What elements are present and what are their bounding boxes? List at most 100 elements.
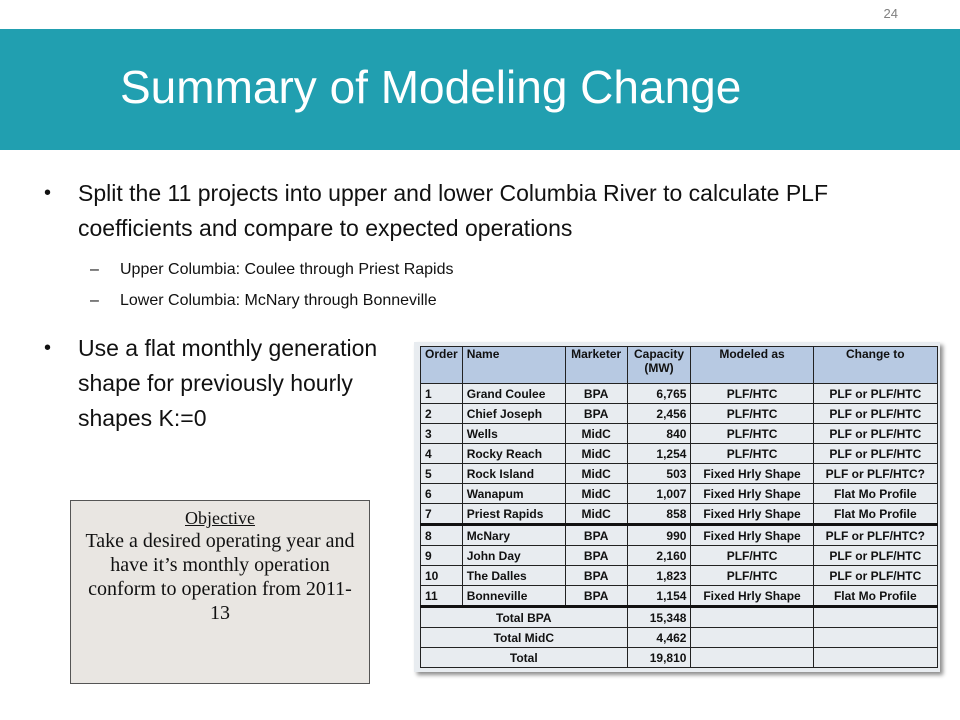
cell-modeled-as: PLF/HTC xyxy=(690,545,814,566)
empty-cell xyxy=(690,627,814,648)
cell-marketer: MidC xyxy=(564,423,628,444)
table-row: 4 Rocky Reach MidC 1,254 PLF/HTC PLF or … xyxy=(420,443,939,464)
cell-modeled-as: Fixed Hrly Shape xyxy=(690,483,814,504)
cell-name: Bonneville xyxy=(461,585,566,607)
dash-glyph: – xyxy=(90,261,99,278)
header-modeled-as: Modeled as xyxy=(690,346,814,384)
total-value: 19,810 xyxy=(626,647,692,668)
cell-modeled-as: PLF/HTC xyxy=(690,565,814,586)
empty-cell xyxy=(812,627,939,648)
cell-order: 10 xyxy=(420,565,463,586)
total-value: 15,348 xyxy=(626,605,692,628)
cell-order: 2 xyxy=(420,403,463,424)
cell-modeled-as: PLF/HTC xyxy=(690,443,814,464)
cell-modeled-as: Fixed Hrly Shape xyxy=(690,585,814,607)
bullet-dot: • xyxy=(44,182,52,204)
table-row: 1 Grand Coulee BPA 6,765 PLF/HTC PLF or … xyxy=(420,383,939,404)
cell-capacity: 858 xyxy=(626,503,692,525)
cell-order: 7 xyxy=(420,503,463,525)
cell-order: 6 xyxy=(420,483,463,504)
total-row: Total 19,810 xyxy=(420,647,939,668)
objective-heading: Objective xyxy=(185,508,255,528)
cell-order: 1 xyxy=(420,383,463,404)
cell-modeled-as: PLF/HTC xyxy=(690,383,814,404)
cell-change-to: PLF or PLF/HTC xyxy=(812,403,939,424)
cell-modeled-as: Fixed Hrly Shape xyxy=(690,503,814,525)
total-value: 4,462 xyxy=(626,627,692,648)
cell-marketer: MidC xyxy=(564,463,628,484)
cell-name: McNary xyxy=(461,523,566,546)
cell-marketer: BPA xyxy=(564,403,628,424)
cell-order: 4 xyxy=(420,443,463,464)
cell-change-to: Flat Mo Profile xyxy=(812,503,939,525)
cell-marketer: BPA xyxy=(564,383,628,404)
cell-name: Priest Rapids xyxy=(461,503,566,525)
header-marketer: Marketer xyxy=(564,346,628,384)
cell-name: Wanapum xyxy=(461,483,566,504)
total-row: Total BPA 15,348 xyxy=(420,605,939,628)
cell-change-to: PLF or PLF/HTC xyxy=(812,565,939,586)
table-row: 2 Chief Joseph BPA 2,456 PLF/HTC PLF or … xyxy=(420,403,939,424)
header-capacity: Capacity (MW) xyxy=(626,346,692,384)
cell-capacity: 1,823 xyxy=(626,565,692,586)
cell-order: 5 xyxy=(420,463,463,484)
cell-capacity: 2,456 xyxy=(626,403,692,424)
cell-marketer: BPA xyxy=(564,565,628,586)
cell-change-to: PLF or PLF/HTC xyxy=(812,545,939,566)
cell-order: 9 xyxy=(420,545,463,566)
cell-capacity: 840 xyxy=(626,423,692,444)
table-row: 7 Priest Rapids MidC 858 Fixed Hrly Shap… xyxy=(420,503,939,525)
objective-box: Objective Take a desired operating year … xyxy=(70,500,370,684)
total-label: Total xyxy=(420,647,628,668)
cell-marketer: MidC xyxy=(564,443,628,464)
cell-order: 11 xyxy=(420,585,463,607)
cell-name: John Day xyxy=(461,545,566,566)
cell-modeled-as: Fixed Hrly Shape xyxy=(690,463,814,484)
cell-capacity: 990 xyxy=(626,523,692,546)
table-row: 3 Wells MidC 840 PLF/HTC PLF or PLF/HTC xyxy=(420,423,939,444)
cell-marketer: MidC xyxy=(564,503,628,525)
empty-cell xyxy=(812,647,939,668)
cell-name: The Dalles xyxy=(461,565,566,586)
dash-glyph: – xyxy=(90,292,99,309)
sub-bullet-upper: – Upper Columbia: Coulee through Priest … xyxy=(90,261,454,279)
cell-change-to: PLF or PLF/HTC xyxy=(812,423,939,444)
table-row: 6 Wanapum MidC 1,007 Fixed Hrly Shape Fl… xyxy=(420,483,939,504)
table-row: 11 Bonneville BPA 1,154 Fixed Hrly Shape… xyxy=(420,585,939,607)
empty-cell xyxy=(690,647,814,668)
cell-name: Rock Island xyxy=(461,463,566,484)
header-change-to: Change to xyxy=(812,346,939,384)
cell-marketer: MidC xyxy=(564,483,628,504)
slide-number: 24 xyxy=(883,6,898,21)
cell-capacity: 1,154 xyxy=(626,585,692,607)
project-table: Order Name Marketer Capacity (MW) Modele… xyxy=(420,346,939,668)
empty-cell xyxy=(690,605,814,628)
total-row: Total MidC 4,462 xyxy=(420,627,939,648)
cell-name: Chief Joseph xyxy=(461,403,566,424)
objective-body: Take a desired operating year and have i… xyxy=(85,530,355,624)
table-row: 10 The Dalles BPA 1,823 PLF/HTC PLF or P… xyxy=(420,565,939,586)
cell-marketer: BPA xyxy=(564,585,628,607)
bullet-dot: • xyxy=(44,337,52,359)
total-label: Total MidC xyxy=(420,627,628,648)
table-row: 9 John Day BPA 2,160 PLF/HTC PLF or PLF/… xyxy=(420,545,939,566)
cell-capacity: 503 xyxy=(626,463,692,484)
title-bar xyxy=(0,29,960,150)
cell-capacity: 1,007 xyxy=(626,483,692,504)
bullet-text: Split the 11 projects into upper and low… xyxy=(78,180,829,241)
slide-title: Summary of Modeling Change xyxy=(120,61,742,113)
cell-change-to: PLF or PLF/HTC xyxy=(812,443,939,464)
cell-name: Rocky Reach xyxy=(461,443,566,464)
cell-capacity: 2,160 xyxy=(626,545,692,566)
cell-change-to: Flat Mo Profile xyxy=(812,585,939,607)
cell-change-to: PLF or PLF/HTC xyxy=(812,383,939,404)
table-row: 8 McNary BPA 990 Fixed Hrly Shape PLF or… xyxy=(420,523,939,546)
cell-change-to: PLF or PLF/HTC? xyxy=(812,523,939,546)
empty-cell xyxy=(812,605,939,628)
cell-order: 3 xyxy=(420,423,463,444)
total-label: Total BPA xyxy=(420,605,628,628)
header-order: Order xyxy=(420,346,463,384)
sub-bullet-text: Lower Columbia: McNary through Bonnevill… xyxy=(120,292,437,309)
header-name: Name xyxy=(461,346,566,384)
project-table-image: Order Name Marketer Capacity (MW) Modele… xyxy=(414,342,940,672)
